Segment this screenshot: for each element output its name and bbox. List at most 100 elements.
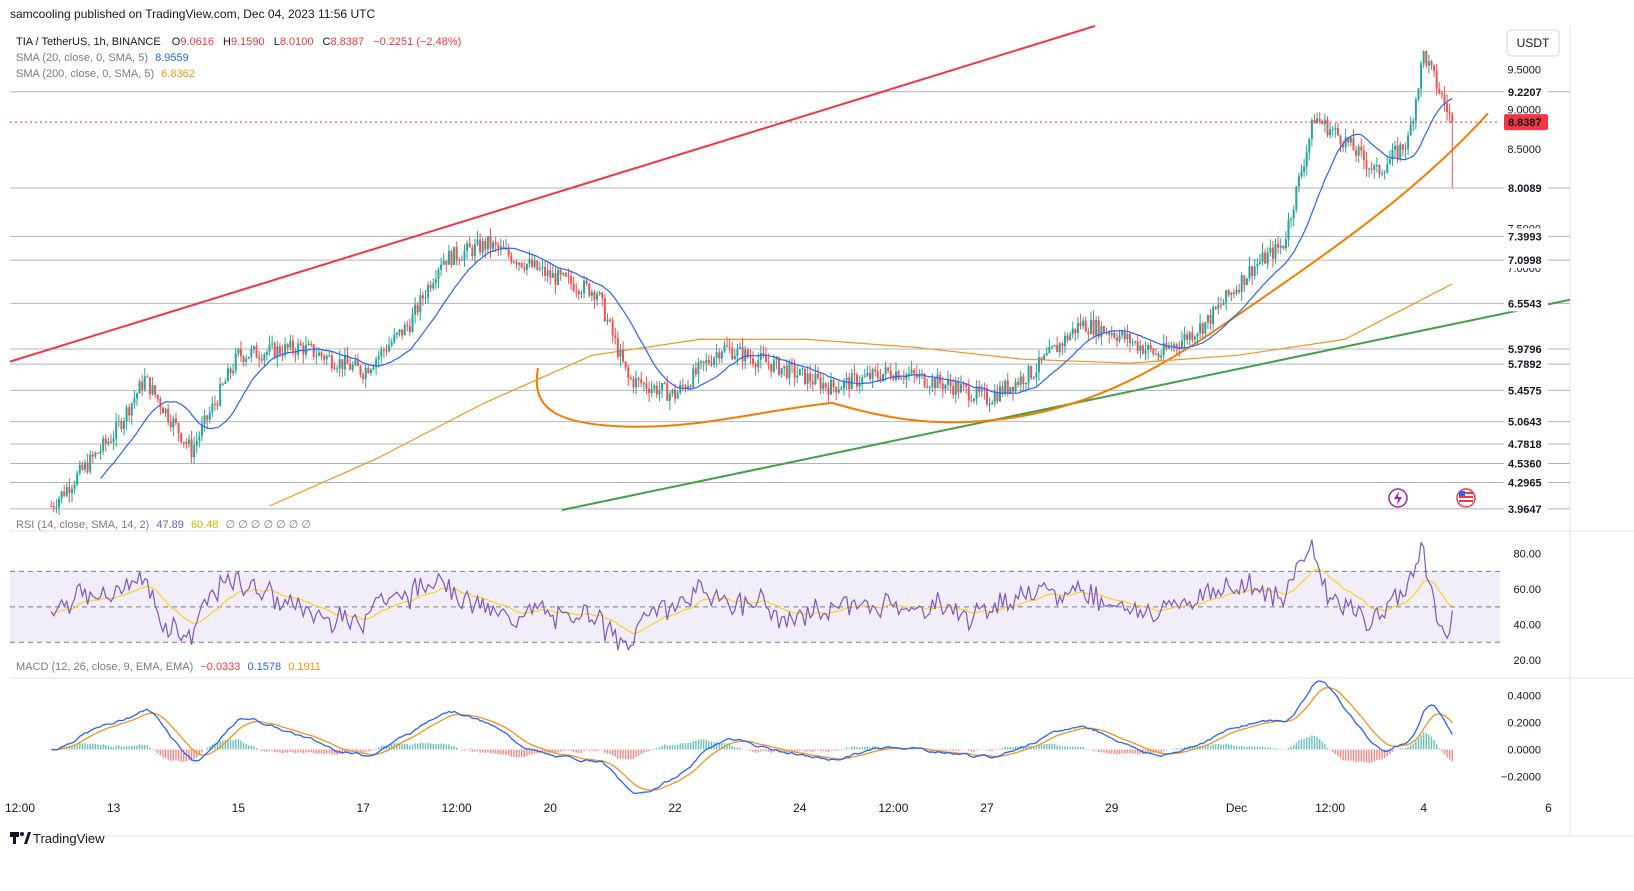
candle-body [484, 240, 487, 250]
candle-body [874, 369, 877, 372]
candle-body [1349, 137, 1352, 143]
candle-body [918, 374, 921, 378]
candle-body [619, 349, 622, 358]
candle-body [1024, 383, 1027, 385]
candle-body [557, 270, 560, 285]
macd-label: MACD (12, 26, close, 9, EMA, EMA) [16, 661, 193, 673]
time-axis-tick-label: Dec [1226, 801, 1247, 815]
candle-body [876, 371, 879, 378]
candle-body [993, 392, 996, 403]
candle-body [273, 343, 276, 358]
price-level-tag-bg [1504, 474, 1548, 491]
sma200-label: SMA (200, close, 0, SMA, 5) [16, 68, 154, 80]
time-axis[interactable]: 12:00 13 15 17 12:00 20 22 24 12:00 27 29 Dec 12:00 4… [5, 801, 1552, 815]
candle-body [161, 407, 164, 414]
candle-body [52, 506, 55, 508]
sma20-legend[interactable]: SMA (20, close, 0, SMA, 5) 8.9559 [16, 52, 189, 64]
candle-body [346, 355, 349, 364]
candle-body [554, 273, 557, 285]
candle-body [868, 372, 871, 380]
candle-body [310, 343, 313, 345]
price-level-tag-label: 8.0089 [1508, 183, 1542, 195]
us-flag-icon[interactable] [1456, 488, 1476, 508]
candle-body [133, 398, 136, 404]
candle-body [1313, 120, 1316, 124]
candle-body [1154, 353, 1157, 355]
candle-body [700, 361, 703, 363]
candle-body [1381, 173, 1384, 175]
candle-body [871, 369, 874, 380]
candle-body [622, 349, 625, 362]
candle-body [684, 386, 687, 390]
candle-body [271, 343, 274, 345]
candle-body [1131, 342, 1134, 344]
candle-body [471, 247, 474, 256]
candle-body [583, 280, 586, 294]
candle-body [814, 373, 817, 385]
candle-body [432, 283, 435, 289]
candle-body [606, 319, 609, 322]
candle-body [1310, 120, 1313, 139]
candle-body [312, 344, 315, 357]
candle-body [1167, 346, 1170, 349]
time-axis-tick-label: 22 [668, 801, 682, 815]
candle-body [320, 352, 323, 356]
close-value: 8.8387 [331, 36, 365, 48]
candle-body [1040, 357, 1043, 360]
candle-body [416, 304, 419, 313]
candle-body [156, 395, 159, 400]
candle-body [369, 369, 372, 374]
candle-body [57, 498, 60, 508]
candle-body [1188, 332, 1191, 340]
candle-body [752, 358, 755, 365]
candle-body [86, 462, 89, 472]
candle-body [1128, 333, 1131, 344]
candle-body [338, 359, 341, 369]
candlestick-series [50, 50, 1454, 515]
sma200-legend[interactable]: SMA (200, close, 0, SMA, 5) 6.8362 [16, 68, 195, 80]
candle-body [687, 385, 690, 390]
red-resistance-trendline[interactable] [9, 25, 1096, 363]
macd-legend[interactable]: MACD (12, 26, close, 9, EMA, EMA) −0.033… [16, 661, 321, 673]
candle-body [115, 421, 118, 439]
candle-body [689, 385, 692, 388]
macd-pane[interactable]: 0.4000 0.2000 0.0000 −0.2000 [51, 680, 1541, 794]
candle-body [720, 351, 723, 359]
rsi-legend[interactable]: RSI (14, close, SMA, 14, 2) 47.89 60.48 … [16, 519, 311, 531]
candle-body [598, 292, 601, 295]
candle-body [81, 464, 84, 470]
rsi-pane[interactable]: 80.00 60.00 40.00 20.00 [10, 539, 1541, 668]
candle-body [897, 371, 900, 380]
orange-rounded-bottom-drawing[interactable] [535, 112, 1489, 428]
candle-body [63, 491, 66, 496]
candle-body [1451, 113, 1454, 123]
candle-body [741, 346, 744, 362]
macd-axis-tick-label: −0.2000 [1501, 772, 1541, 784]
candle-body [411, 314, 414, 332]
candle-body [278, 346, 281, 354]
candle-body [1394, 145, 1397, 150]
candle-body [676, 392, 679, 399]
candle-body [892, 377, 895, 380]
candle-body [237, 349, 240, 354]
price-level-tag-label: 7.3993 [1508, 231, 1542, 243]
candle-body [546, 270, 549, 276]
lightning-icon[interactable] [1388, 488, 1408, 508]
candle-body [772, 360, 775, 372]
candle-body [1329, 129, 1332, 136]
candle-body [614, 335, 617, 339]
candle-body [674, 389, 677, 399]
candle-body [211, 403, 214, 413]
candle-body [307, 343, 310, 345]
candle-body [861, 376, 864, 384]
main-price-pane[interactable] [10, 26, 1570, 530]
currency-button[interactable]: USDT [1506, 29, 1560, 57]
candle-body [707, 360, 710, 364]
price-level-tag-bg [1504, 340, 1548, 357]
candle-body [406, 324, 409, 327]
candle-body [788, 362, 791, 379]
candle-body [323, 355, 326, 360]
time-axis-tick-label: 20 [544, 801, 558, 815]
candle-body [1191, 332, 1194, 340]
